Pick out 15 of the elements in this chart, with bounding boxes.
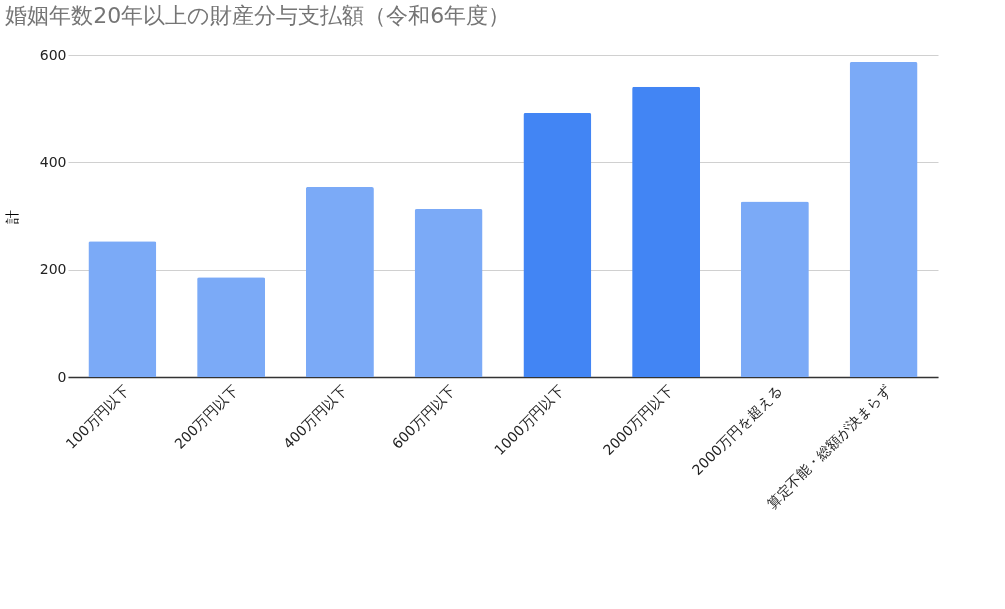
bar [740, 201, 809, 377]
y-tick-label: 400 [39, 153, 67, 170]
chart-title: 婚姻年数20年以上の財産分与支払額（令和6年度） [5, 3, 511, 28]
y-tick-label: 600 [39, 46, 67, 63]
bar [632, 86, 701, 377]
bar [414, 209, 483, 377]
bar [523, 112, 592, 377]
bar [197, 277, 266, 377]
x-tick-label: 100万円以下 [62, 382, 133, 452]
bar [849, 61, 918, 377]
bar [88, 241, 157, 377]
y-tick-label: 200 [39, 261, 67, 278]
y-axis-title: 計 [3, 209, 20, 224]
y-tick-label: 0 [57, 368, 67, 385]
bar [305, 187, 374, 377]
